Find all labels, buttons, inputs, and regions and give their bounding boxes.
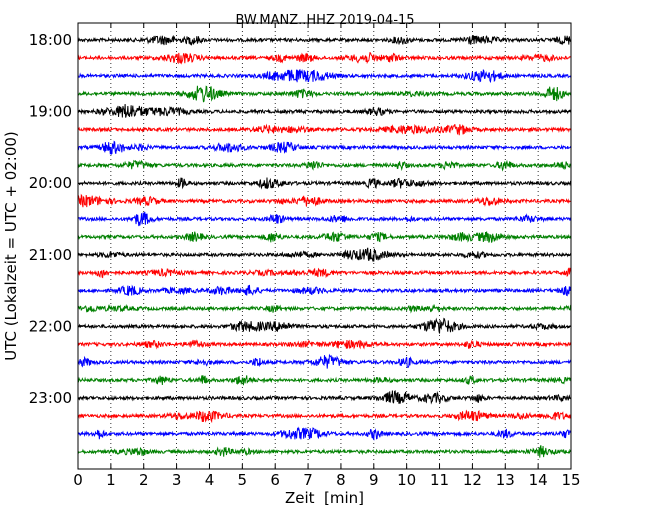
y-tick-label: 20:00 — [29, 174, 72, 192]
x-tick-label: 9 — [369, 471, 379, 489]
seismic-trace — [77, 445, 572, 458]
seismic-trace — [77, 375, 572, 386]
seismic-trace — [77, 85, 572, 103]
x-tick-label: 6 — [270, 471, 280, 489]
seismic-trace — [77, 123, 572, 136]
y-tick-label: 19:00 — [29, 103, 72, 121]
x-tick-label: 7 — [303, 471, 313, 489]
seismic-trace — [77, 177, 572, 190]
y-tick-label: 18:00 — [29, 31, 72, 49]
trace-group — [77, 34, 572, 458]
seismic-trace — [77, 193, 572, 208]
x-axis: 0 1 2 3 4 5 6 7 8 9 10 11 12 13 14 15 — [73, 23, 581, 489]
seismic-trace — [77, 317, 572, 334]
plot-frame — [77, 22, 572, 470]
x-tick-label: 8 — [336, 471, 346, 489]
seismic-trace — [77, 426, 572, 441]
x-tick-label: 5 — [238, 471, 248, 489]
x-tick-label: 4 — [205, 471, 215, 489]
seismic-trace — [77, 159, 572, 172]
seismic-trace — [77, 284, 572, 297]
seismic-trace — [77, 34, 572, 46]
x-tick-label: 1 — [106, 471, 116, 489]
x-tick-label: 0 — [73, 471, 83, 489]
x-tick-label: 3 — [172, 471, 182, 489]
seismic-trace — [77, 140, 572, 155]
chart-title: BW.MANZ..HHZ 2019-04-15 — [235, 13, 414, 28]
seismic-trace — [77, 409, 572, 424]
x-tick-label: 11 — [430, 471, 449, 489]
seismic-trace — [77, 231, 572, 243]
x-axis-label: Zeit [min] — [285, 489, 364, 507]
y-tick-label: 21:00 — [29, 246, 72, 264]
seismic-trace — [77, 267, 572, 279]
seismic-trace — [77, 52, 572, 65]
seismic-trace — [77, 103, 572, 118]
y-axis-label: UTC (Lokalzeit = UTC + 02:00) — [2, 131, 20, 361]
x-tick-label: 15 — [561, 471, 580, 489]
grid-lines — [110, 23, 539, 469]
y-tick-label: 22:00 — [29, 317, 72, 335]
seismic-trace — [77, 339, 572, 350]
x-tick-label: 14 — [529, 471, 548, 489]
seismic-trace — [77, 303, 572, 314]
seismic-trace — [77, 390, 572, 405]
x-tick-label: 10 — [397, 471, 416, 489]
y-axis: 18:00 19:00 20:00 21:00 22:00 23:00 — [29, 31, 571, 407]
x-tick-label: 13 — [496, 471, 515, 489]
seismic-trace — [77, 68, 572, 84]
y-tick-label: 23:00 — [29, 389, 72, 407]
seismic-trace — [77, 353, 572, 369]
x-tick-label: 2 — [139, 471, 149, 489]
x-tick-label: 12 — [463, 471, 482, 489]
seismic-trace — [77, 247, 572, 263]
seismic-trace — [77, 211, 572, 227]
